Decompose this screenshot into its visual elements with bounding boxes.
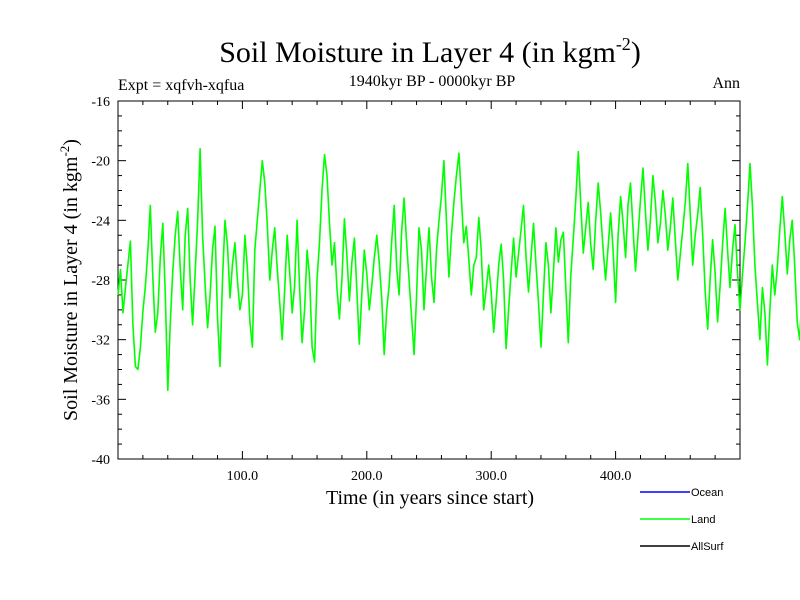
x-tick-label: 300.0 <box>475 469 507 484</box>
series-group <box>117 147 800 392</box>
y-tick-label: -28 <box>91 274 110 289</box>
y-tick-label: -24 <box>91 214 110 229</box>
chart-title: Soil Moisture in Layer 4 (in kgm-2) <box>219 34 641 69</box>
legend: Ocean Land AllSurf <box>640 487 724 553</box>
legend-label-ocean: Ocean <box>691 487 723 499</box>
y-axis-label: Soil Moisture in Layer 4 (in kgm-2) <box>57 139 82 421</box>
y-tick-label: -16 <box>91 95 110 110</box>
legend-label-allsurf: AllSurf <box>691 541 724 553</box>
y-tick-label: -40 <box>91 453 110 468</box>
y-tick-label: -32 <box>91 334 110 349</box>
y-axis: -40 -36 -32 -28 -24 -20 -16 <box>91 95 740 468</box>
x-tick-label: 400.0 <box>600 469 632 484</box>
legend-label-land: Land <box>691 514 715 526</box>
x-axis: 100.0 200.0 300.0 400.0 <box>117 101 741 484</box>
season-label: Ann <box>712 75 740 92</box>
x-tick-label: 200.0 <box>351 469 383 484</box>
series-line-land <box>117 147 800 392</box>
y-tick-label: -36 <box>91 393 110 408</box>
x-axis-label: Time (in years since start) <box>326 487 534 509</box>
experiment-label: Expt = xqfvh-xqfua <box>118 77 244 94</box>
period-label: 1940kyr BP - 0000kyr BP <box>349 73 516 90</box>
x-tick-label: 100.0 <box>227 469 259 484</box>
y-tick-label: -20 <box>91 155 110 170</box>
